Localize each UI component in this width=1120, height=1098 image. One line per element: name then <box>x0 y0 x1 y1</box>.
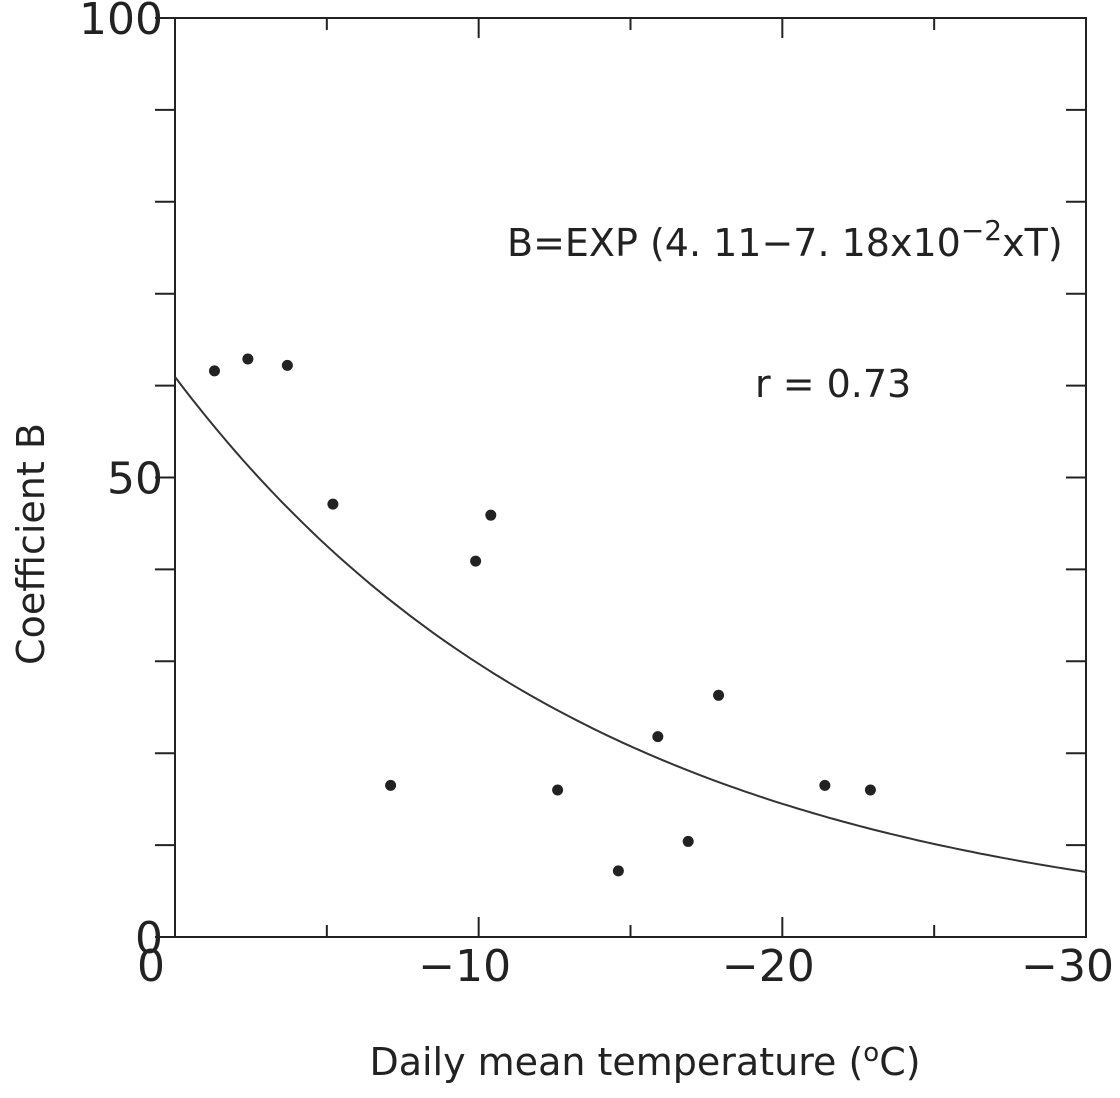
data-points <box>208 353 876 877</box>
data-point <box>819 779 831 791</box>
y-tick-label: 100 <box>79 0 163 45</box>
equation-end: xT) <box>1002 221 1063 265</box>
x-tick-label: 0 <box>137 941 165 992</box>
fit-curve <box>174 376 1087 873</box>
data-point <box>470 555 482 567</box>
x-axis-title-degree: o <box>863 1038 879 1068</box>
data-point <box>242 353 254 365</box>
axis-ticks: 0 50 100 0 −10 −20 −30 <box>79 0 1114 992</box>
x-axis-title-main: Daily mean temperature ( <box>369 1040 863 1084</box>
data-point <box>864 784 876 796</box>
x-axis-title-end: C) <box>879 1040 920 1084</box>
y-axis-title: Coefficient B <box>9 423 53 665</box>
plot-border <box>174 17 1087 938</box>
y-tick-label: 0 <box>135 913 163 964</box>
data-point <box>485 509 497 521</box>
equation-main: B=EXP (4. 11−7. 18x10 <box>507 221 961 265</box>
y-tick-label: 50 <box>107 454 163 505</box>
data-point <box>208 365 220 377</box>
equation-exponent: −2 <box>961 214 1002 247</box>
data-point <box>652 731 664 743</box>
equation-annotation: B=EXP (4. 11−7. 18x10−2xT) <box>507 214 1063 265</box>
data-point <box>612 865 624 877</box>
fit-curve-layer <box>174 376 1087 873</box>
data-point <box>713 689 725 701</box>
data-point <box>327 498 339 510</box>
chart-text: B=EXP (4. 11−7. 18x10−2xT) r = 0.73 Dail… <box>9 214 1063 1084</box>
data-point <box>552 784 564 796</box>
correlation-annotation: r = 0.73 <box>755 362 911 406</box>
x-tick-label: −20 <box>722 941 815 992</box>
data-point <box>385 779 397 791</box>
data-point <box>682 835 694 847</box>
x-axis-title: Daily mean temperature (oC) <box>369 1038 920 1084</box>
plot-frame <box>174 17 1087 938</box>
data-point <box>281 359 293 371</box>
x-tick-label: −10 <box>418 941 511 992</box>
x-tick-label: −30 <box>1021 941 1114 992</box>
